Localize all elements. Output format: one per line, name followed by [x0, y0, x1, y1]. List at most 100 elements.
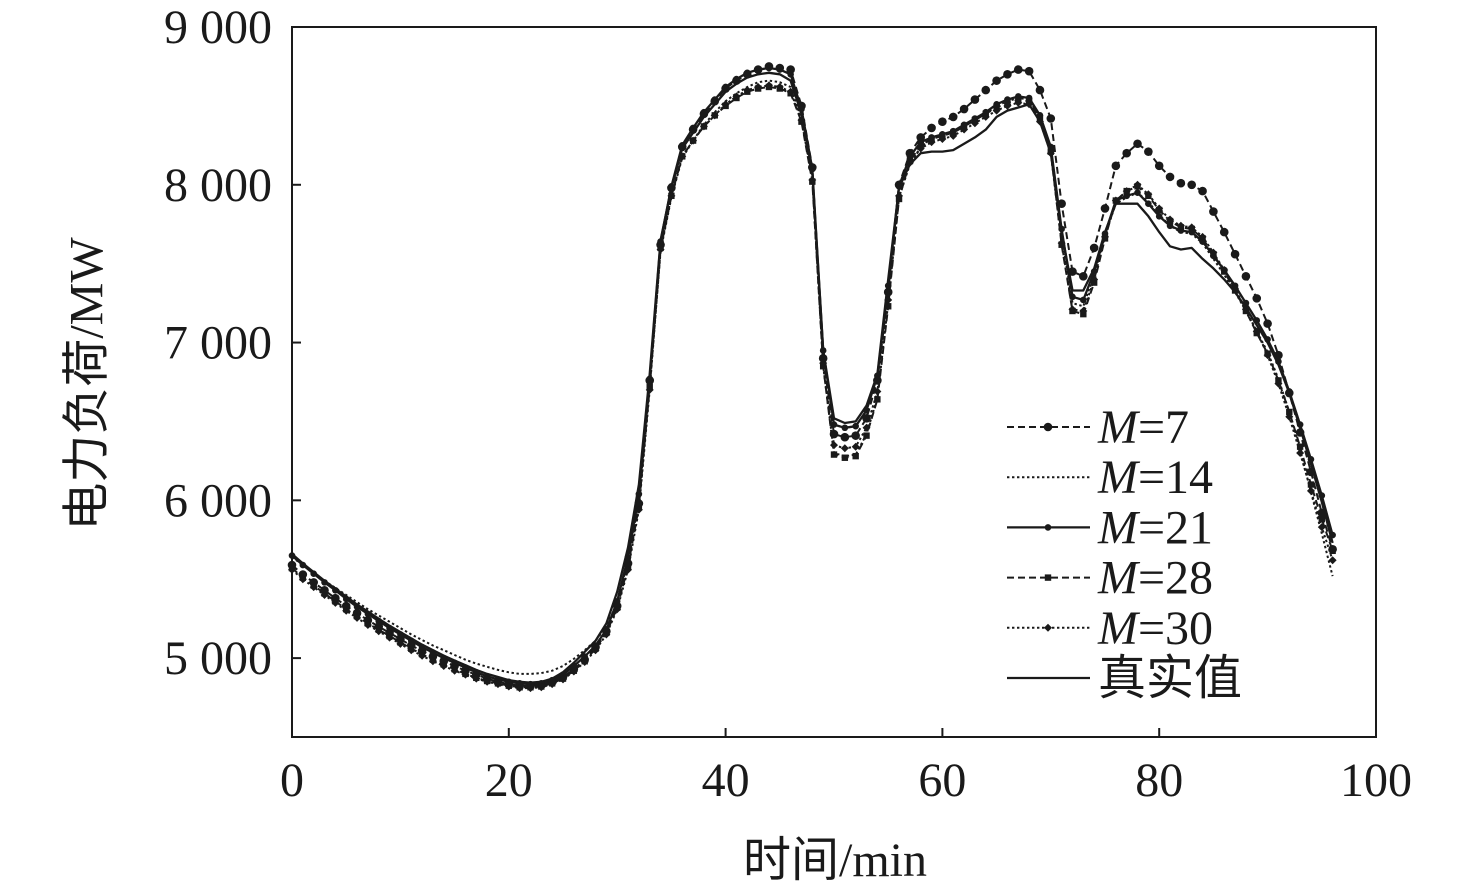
legend-label: M=21: [1097, 501, 1213, 554]
data-point-m30: [905, 158, 914, 167]
data-point-m7: [1306, 467, 1316, 477]
y-axis-title: 电力负荷/MW: [61, 237, 114, 531]
y-tick-label: 9 000: [164, 1, 272, 54]
y-tick-label: 6 000: [164, 474, 272, 527]
data-point-m30: [743, 86, 752, 95]
data-point-m30: [819, 359, 828, 368]
data-point-m21: [1090, 268, 1098, 275]
data-point-m7: [1089, 243, 1099, 253]
data-point-m28: [1329, 547, 1336, 555]
data-point-m21: [407, 637, 415, 645]
y-tick-label: 7 000: [164, 317, 272, 370]
data-point-m21: [1145, 200, 1152, 208]
data-point-m7: [1024, 66, 1034, 76]
data-point-m30: [1252, 327, 1261, 336]
data-point-m21: [765, 64, 773, 72]
data-point-m30: [493, 680, 502, 689]
data-point-m28: [874, 396, 881, 403]
x-tick-label: 100: [1340, 754, 1412, 807]
data-point-m7: [1241, 271, 1251, 281]
data-point-m21: [776, 66, 784, 73]
data-point-m21: [635, 490, 643, 498]
data-point-m7: [1013, 65, 1023, 74]
data-point-m21: [462, 664, 469, 671]
data-point-m30: [1176, 221, 1185, 230]
data-point-m30: [580, 658, 589, 667]
data-point-m7: [1057, 199, 1066, 209]
data-point-m21: [624, 553, 632, 561]
legend-item-m21: M=21: [1007, 501, 1213, 554]
data-point-m21: [1134, 189, 1141, 196]
data-point-m30: [710, 111, 719, 120]
data-point-m30: [851, 442, 860, 451]
data-point-m7: [1187, 180, 1197, 190]
data-point-m30: [353, 613, 362, 622]
data-point-m21: [700, 108, 708, 116]
data-point-m30: [786, 87, 795, 96]
data-point-m30: [363, 620, 372, 629]
data-point-m28: [1296, 443, 1304, 450]
data-point-m30: [1220, 265, 1229, 274]
data-point-m7: [1003, 70, 1012, 79]
legend-label: 真实值: [1098, 652, 1242, 705]
data-point-m30: [537, 683, 546, 692]
data-point-m30: [1144, 190, 1153, 199]
data-point-m7: [938, 117, 947, 126]
data-point-m7: [1111, 161, 1121, 171]
data-point-m30: [526, 684, 535, 693]
legend-label: M=14: [1097, 451, 1213, 504]
data-point-m30: [418, 651, 427, 660]
data-point-m30: [634, 505, 643, 514]
data-point-m30: [732, 92, 741, 101]
data-point-m30: [428, 657, 437, 666]
data-point-m7: [1176, 178, 1186, 188]
data-point-m30: [1274, 379, 1283, 388]
data-point-m7: [970, 95, 980, 104]
data-point-m7: [786, 65, 795, 74]
data-point-m30: [1209, 248, 1218, 257]
data-point-m21: [613, 598, 621, 605]
data-point-m21: [1285, 388, 1293, 395]
data-point-m7: [1165, 172, 1175, 182]
legend-label: M=28: [1097, 552, 1213, 605]
data-point-m21: [1307, 456, 1315, 463]
data-point-m30: [1003, 101, 1012, 110]
data-point-m30: [1263, 351, 1272, 360]
data-point-m30: [602, 630, 611, 639]
data-point-m28: [1307, 481, 1315, 488]
data-point-m21: [841, 424, 849, 432]
data-point-m7: [959, 104, 969, 114]
data-point-m21: [472, 669, 480, 676]
x-axis-title: 时间/min: [743, 834, 927, 887]
legend-marker: [1044, 574, 1052, 581]
data-point-m30: [949, 131, 958, 140]
data-point-m7: [1154, 161, 1164, 171]
data-point-m7: [840, 432, 850, 442]
data-point-m30: [1296, 449, 1305, 457]
data-point-m21: [809, 165, 816, 173]
data-point-m30: [840, 444, 849, 453]
data-point-m21: [386, 624, 393, 632]
data-point-m30: [797, 116, 806, 125]
data-point-m30: [569, 667, 578, 676]
legend-marker: [1044, 524, 1052, 531]
data-point-m30: [830, 441, 838, 450]
data-point-m21: [332, 586, 339, 594]
data-point-m30: [960, 125, 969, 134]
x-tick-label: 40: [702, 754, 750, 807]
data-point-m21: [678, 142, 686, 149]
data-point-m7: [1230, 249, 1240, 259]
data-point-m30: [1057, 239, 1066, 248]
data-point-m21: [852, 422, 859, 430]
data-point-m30: [591, 646, 600, 655]
data-point-m21: [787, 71, 794, 78]
data-point-m30: [884, 295, 893, 304]
data-point-m30: [970, 119, 979, 128]
data-point-m7: [1219, 227, 1229, 237]
legend-label: M=7: [1097, 401, 1189, 454]
data-point-m7: [851, 431, 860, 440]
data-point-m21: [733, 75, 740, 83]
data-point-m30: [331, 598, 340, 607]
data-point-m30: [1014, 98, 1023, 107]
data-point-m30: [385, 633, 394, 642]
